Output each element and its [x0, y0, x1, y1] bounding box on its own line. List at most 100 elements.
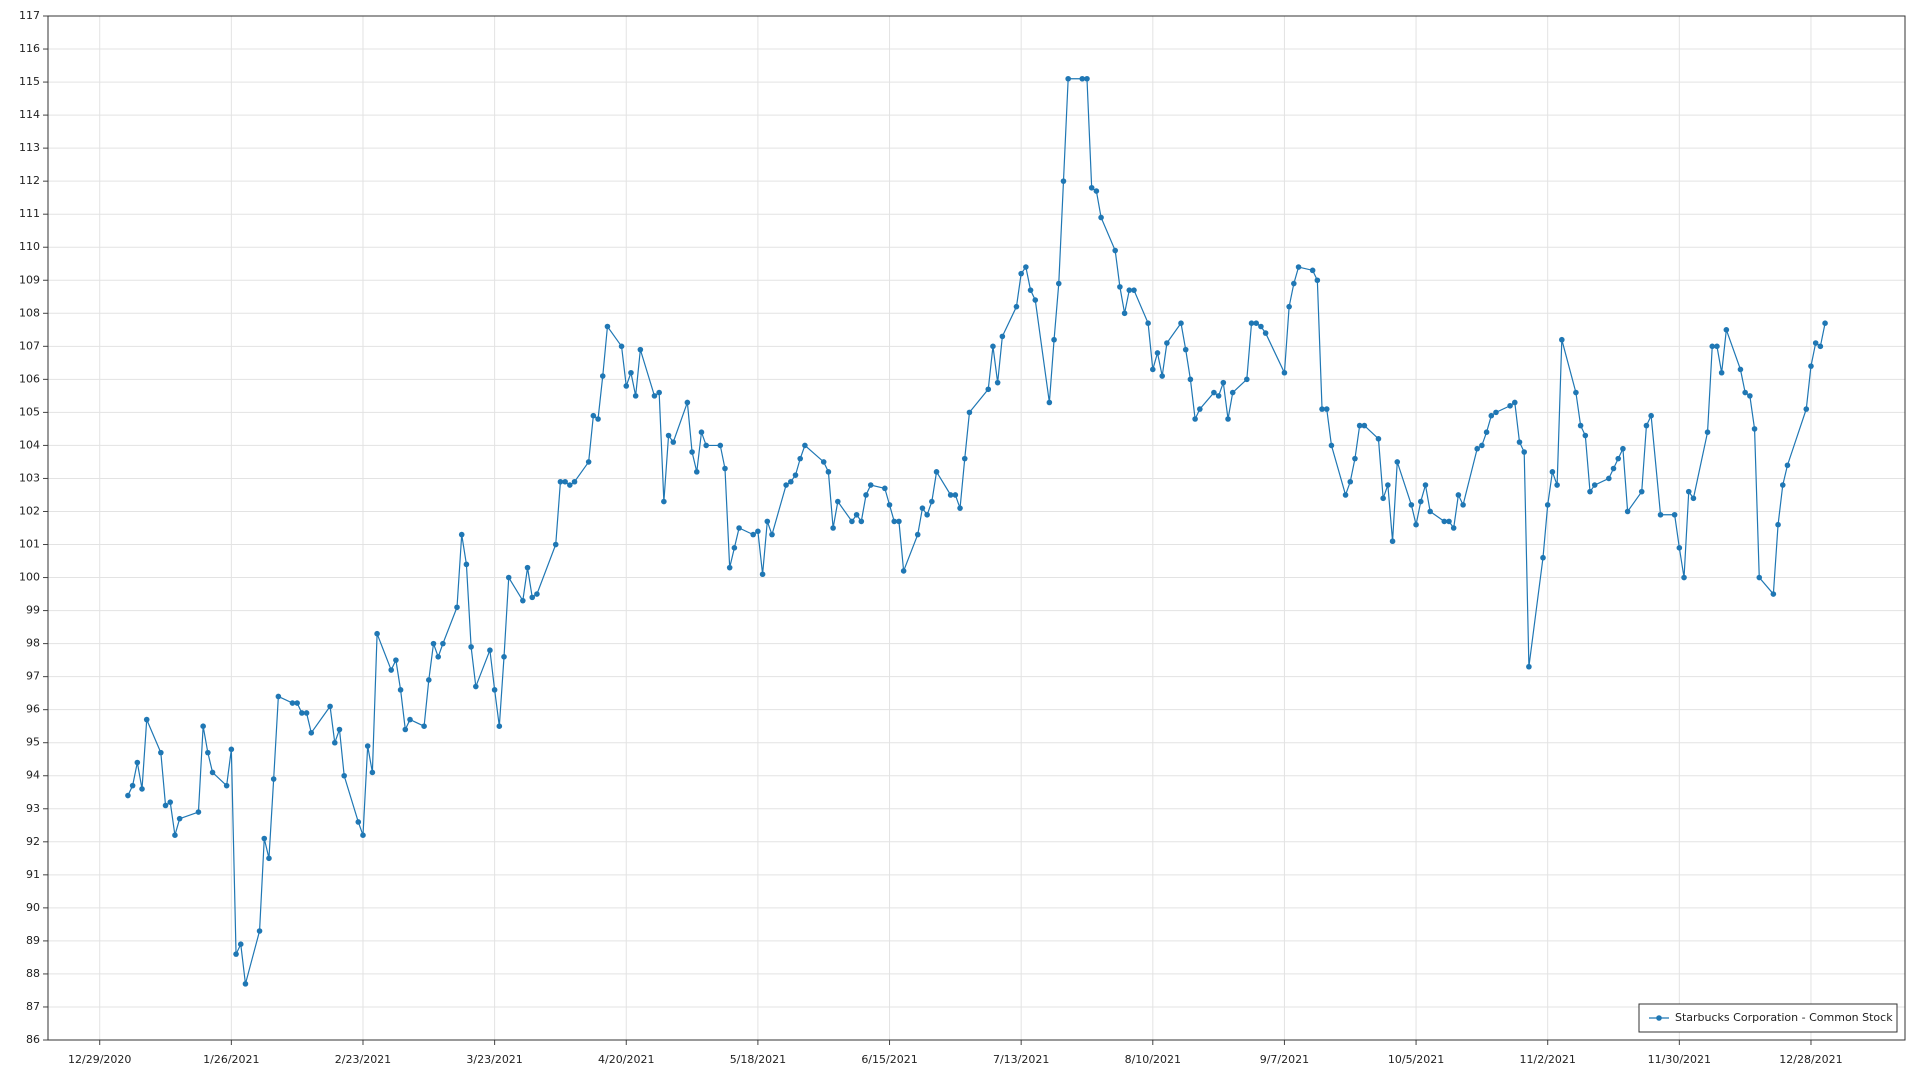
y-tick-label: 95: [26, 736, 40, 749]
data-point: [1507, 402, 1513, 409]
data-point: [1737, 366, 1744, 373]
data-point: [919, 505, 926, 511]
x-tick-label: 2/23/2021: [335, 1053, 391, 1066]
data-point: [994, 379, 1001, 386]
data-point: [1286, 303, 1292, 310]
y-tick-label: 93: [26, 802, 40, 815]
data-point: [567, 482, 573, 488]
data-point: [289, 700, 296, 706]
data-point: [139, 786, 145, 792]
data-point: [1446, 518, 1452, 525]
data-point: [1220, 379, 1227, 386]
data-point: [1352, 455, 1358, 462]
data-point: [755, 528, 761, 535]
plot-border: [47, 15, 1906, 1041]
data-point: [1676, 545, 1683, 551]
data-point: [604, 323, 611, 330]
data-point: [1554, 482, 1560, 488]
legend: Starbucks Corporation - Common Stock: [1638, 1003, 1898, 1033]
data-point: [440, 640, 446, 647]
data-point: [1225, 416, 1231, 422]
y-tick-label: 87: [26, 1000, 40, 1013]
data-point: [129, 782, 136, 789]
data-point: [364, 743, 371, 749]
data-point: [1643, 422, 1650, 429]
data-point: [1159, 373, 1165, 379]
data-point: [1544, 502, 1551, 508]
data-point: [1681, 574, 1687, 581]
y-tick-label: 88: [26, 967, 40, 980]
data-point: [656, 389, 662, 396]
data-point: [1648, 412, 1654, 419]
data-point: [802, 442, 808, 449]
y-tick-label: 94: [26, 769, 40, 782]
data-point: [1610, 465, 1617, 472]
data-point: [1192, 416, 1198, 422]
data-point: [698, 429, 705, 436]
data-point: [172, 832, 178, 838]
data-point: [1319, 406, 1325, 412]
data-point: [703, 442, 709, 449]
data-point: [1742, 389, 1748, 396]
data-point: [1084, 75, 1090, 82]
data-point: [430, 640, 437, 647]
data-point: [623, 383, 630, 389]
data-point: [1248, 320, 1255, 327]
data-point: [1704, 429, 1711, 436]
data-point: [835, 498, 841, 505]
x-tick-label: 4/20/2021: [598, 1053, 654, 1066]
data-point: [1413, 521, 1419, 528]
data-point: [933, 469, 940, 475]
data-point: [1417, 498, 1424, 505]
data-point: [637, 346, 644, 353]
data-point: [1145, 320, 1151, 327]
data-point: [1822, 320, 1828, 327]
data-point: [458, 531, 465, 538]
data-point: [557, 478, 564, 485]
data-point: [952, 492, 959, 498]
x-tick-label: 10/5/2021: [1388, 1053, 1444, 1066]
data-point: [632, 393, 639, 399]
data-point: [1521, 449, 1527, 455]
data-point: [783, 482, 789, 488]
data-point: [1582, 432, 1589, 439]
data-point: [590, 412, 597, 419]
data-point: [162, 802, 169, 809]
data-point: [820, 459, 827, 465]
data-point: [1559, 336, 1565, 343]
data-point: [167, 799, 174, 805]
data-point: [1126, 287, 1133, 293]
y-tick-label: 103: [19, 471, 40, 484]
data-point: [275, 693, 282, 700]
x-tick-label: 6/15/2021: [861, 1053, 917, 1066]
x-tick-label: 8/10/2021: [1125, 1053, 1181, 1066]
data-point: [1385, 482, 1391, 488]
data-point: [599, 373, 606, 379]
data-point: [421, 723, 427, 729]
data-point: [736, 525, 742, 531]
data-point: [1808, 363, 1814, 369]
y-tick-label: 104: [19, 438, 40, 451]
data-point: [1690, 495, 1697, 502]
data-point: [331, 739, 338, 746]
data-point: [1615, 455, 1622, 462]
data-point: [463, 561, 470, 568]
data-point: [882, 485, 888, 492]
data-point: [1549, 469, 1556, 475]
data-point: [1117, 284, 1123, 290]
data-point: [270, 776, 277, 782]
x-tick-label: 7/13/2021: [993, 1053, 1049, 1066]
data-point: [1197, 406, 1203, 412]
data-point: [1154, 350, 1161, 356]
data-point: [896, 518, 902, 525]
data-point: [717, 442, 724, 449]
data-point: [195, 809, 202, 815]
legend-label: Starbucks Corporation - Common Stock: [1675, 1011, 1893, 1024]
data-point: [1098, 214, 1104, 221]
data-point: [134, 759, 141, 766]
data-point: [303, 710, 310, 716]
data-point: [1262, 330, 1269, 336]
data-point: [505, 574, 512, 581]
data-point: [985, 386, 992, 393]
